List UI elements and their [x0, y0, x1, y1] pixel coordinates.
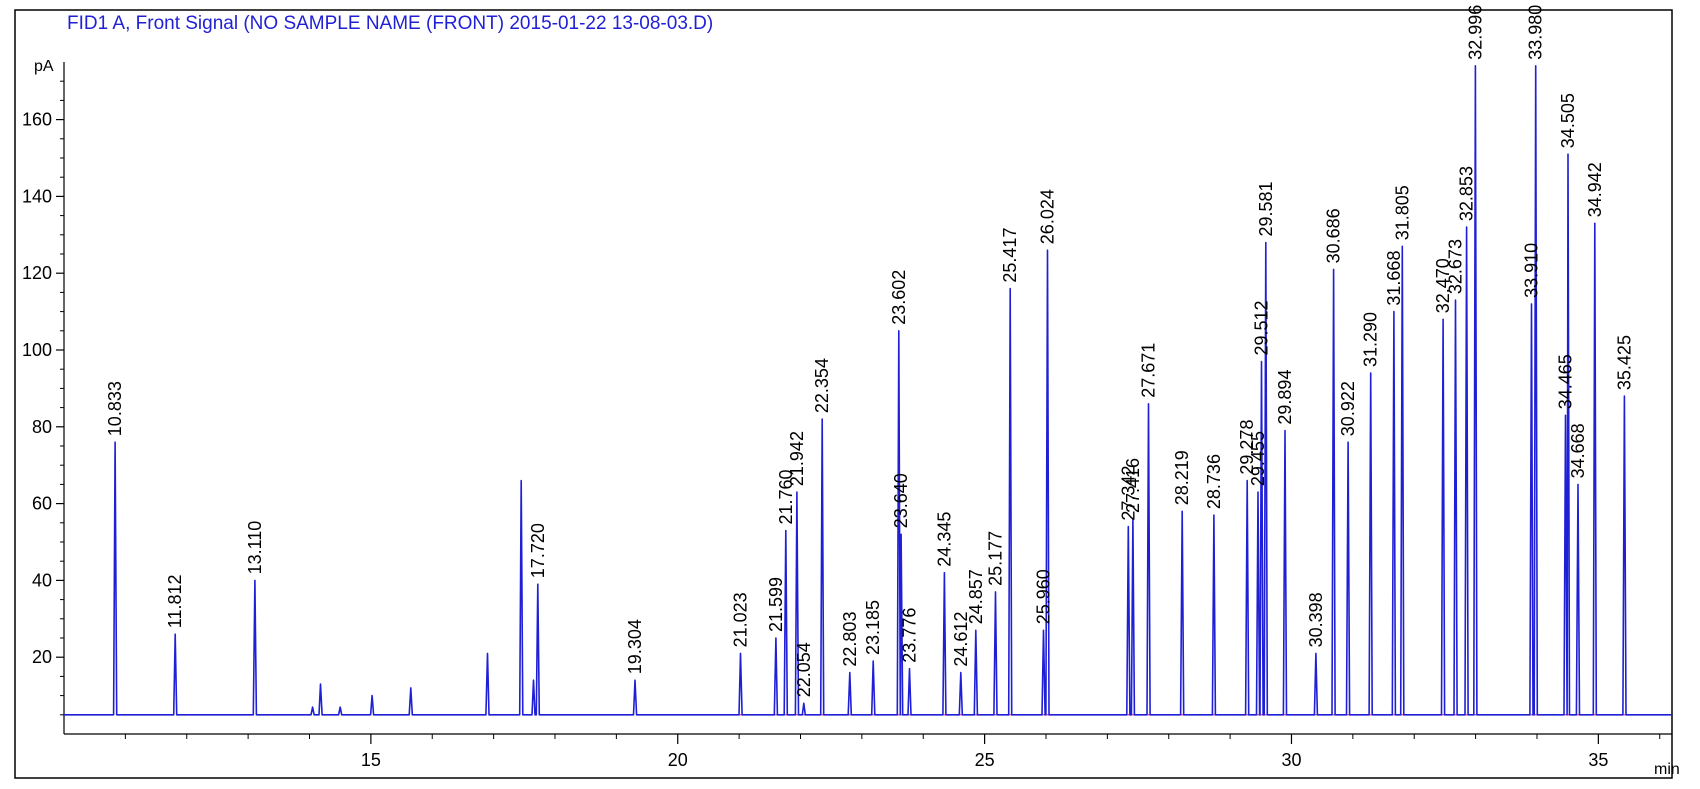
y-tick-label: 80 — [32, 417, 52, 437]
peak-label: 22.054 — [794, 642, 814, 697]
peak-label: 33.910 — [1522, 243, 1542, 298]
peak-label: 25.960 — [1034, 569, 1054, 624]
y-tick-label: 120 — [22, 263, 52, 283]
peak-label: 27.342 — [1118, 466, 1138, 521]
peak-label: 23.640 — [891, 473, 911, 528]
peak-label: 21.760 — [776, 469, 796, 524]
peak-label: 31.290 — [1361, 312, 1381, 367]
peak-label: 25.417 — [1000, 228, 1020, 283]
axes-ticks: 20 40 60 80 100 120 140 160 15 20 25 30 35 — [22, 80, 1661, 770]
peak-label: 21.023 — [731, 592, 751, 647]
y-tick-label: 100 — [22, 340, 52, 360]
peak-label: 34.465 — [1556, 354, 1576, 409]
peak-label: 33.980 — [1526, 5, 1546, 60]
peak-label: 24.857 — [966, 569, 986, 624]
peak-label: 17.720 — [528, 523, 548, 578]
peak-label: 19.304 — [625, 619, 645, 674]
peak-label: 23.602 — [889, 270, 909, 325]
peak-label: 25.177 — [986, 531, 1006, 586]
plot-frame — [14, 9, 1673, 779]
peak-label: 27.416 — [1123, 458, 1143, 513]
peak-label: 10.833 — [105, 381, 125, 436]
peak-label: 32.996 — [1465, 5, 1485, 60]
x-tick-label: 30 — [1281, 750, 1301, 770]
y-tick-label: 20 — [32, 647, 52, 667]
x-tick-label: 25 — [975, 750, 995, 770]
peak-label: 32.673 — [1446, 239, 1466, 294]
peak-label: 31.668 — [1384, 251, 1404, 306]
peak-label: 31.805 — [1392, 185, 1412, 240]
peak-label: 26.024 — [1038, 189, 1058, 244]
peak-label: 29.894 — [1275, 370, 1295, 425]
peak-label: 13.110 — [245, 521, 265, 575]
peak-label: 29.581 — [1256, 181, 1276, 236]
y-tick-label: 140 — [22, 186, 52, 206]
peak-label: 28.736 — [1204, 454, 1224, 509]
peak-label: 34.505 — [1558, 93, 1578, 148]
peak-label: 23.185 — [863, 600, 883, 655]
peak-label: 22.354 — [812, 358, 832, 413]
peak-label: 34.942 — [1585, 162, 1605, 217]
peak-label: 29.455 — [1248, 431, 1268, 486]
peak-label: 21.942 — [787, 431, 807, 486]
peak-label: 30.398 — [1306, 592, 1326, 647]
signal-trace — [64, 65, 1672, 716]
chart-title: FID1 A, Front Signal (NO SAMPLE NAME (FR… — [67, 13, 713, 34]
peak-label: 22.803 — [840, 612, 860, 667]
peak-label: 28.219 — [1172, 450, 1192, 505]
y-tick-label: 60 — [32, 494, 52, 514]
peak-label: 11.812 — [165, 574, 185, 628]
peak-label: 30.922 — [1338, 381, 1358, 436]
x-tick-label: 35 — [1588, 750, 1608, 770]
x-tick-label: 15 — [361, 750, 381, 770]
signal-line — [64, 65, 1672, 716]
peak-label: 27.671 — [1139, 343, 1159, 398]
peak-label: 24.345 — [934, 512, 954, 567]
peak-label: 21.599 — [766, 577, 786, 632]
peak-label: 30.686 — [1324, 208, 1344, 263]
peak-label: 23.776 — [900, 608, 920, 663]
peak-label: 29.512 — [1252, 300, 1272, 355]
y-tick-label: 160 — [22, 110, 52, 130]
peak-label: 24.612 — [951, 612, 971, 667]
peak-label: 35.425 — [1614, 335, 1634, 390]
y-tick-label: 40 — [32, 570, 52, 590]
y-axis-unit-label: pA — [34, 58, 54, 75]
x-tick-label: 20 — [668, 750, 688, 770]
peak-label: 29.278 — [1237, 420, 1257, 475]
peak-labels: 10.833 11.812 13.110 17.720 19.304 21.023 21.5… — [105, 5, 1634, 698]
peak-label: 34.668 — [1568, 423, 1588, 478]
x-axis-unit-label: min — [1654, 761, 1680, 778]
peak-label: 32.470 — [1433, 258, 1453, 313]
peak-label: 32.853 — [1457, 166, 1477, 221]
